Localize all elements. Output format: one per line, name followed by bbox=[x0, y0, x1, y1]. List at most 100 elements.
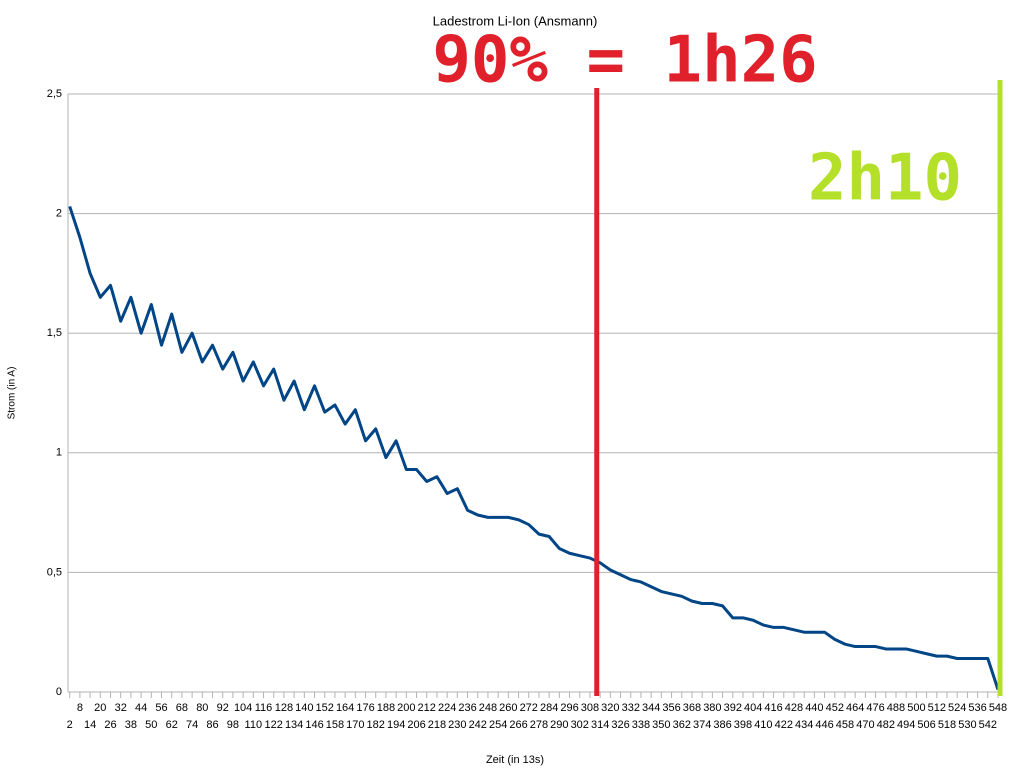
x-tick-label: 494 bbox=[897, 719, 915, 731]
x-tick-label: 380 bbox=[703, 702, 721, 714]
x-tick-label: 86 bbox=[206, 719, 218, 731]
x-tick-label: 398 bbox=[734, 719, 752, 731]
x-tick-label: 146 bbox=[305, 719, 323, 731]
x-tick-label: 422 bbox=[775, 719, 793, 731]
x-tick-label: 470 bbox=[856, 719, 874, 731]
x-tick-label: 44 bbox=[135, 702, 147, 714]
y-tick-label: 1 bbox=[56, 447, 62, 459]
x-tick-label: 212 bbox=[418, 702, 436, 714]
x-tick-label: 158 bbox=[326, 719, 344, 731]
x-tick-label: 518 bbox=[938, 719, 956, 731]
x-tick-label: 128 bbox=[275, 702, 293, 714]
x-tick-label: 152 bbox=[316, 702, 334, 714]
x-tick-label: 206 bbox=[407, 719, 425, 731]
x-tick-label: 344 bbox=[642, 702, 660, 714]
x-tick-label: 122 bbox=[265, 719, 283, 731]
x-tick-label: 314 bbox=[591, 719, 609, 731]
x-tick-label: 116 bbox=[255, 702, 273, 714]
x-tick-label: 230 bbox=[448, 719, 466, 731]
x-tick-label: 374 bbox=[693, 719, 711, 731]
x-tick-label: 512 bbox=[928, 702, 946, 714]
x-tick-label: 434 bbox=[795, 719, 813, 731]
x-tick-label: 26 bbox=[104, 719, 116, 731]
data-line bbox=[68, 205, 1000, 691]
x-tick-label: 182 bbox=[367, 719, 385, 731]
x-tick-label: 296 bbox=[560, 702, 578, 714]
x-tick-label: 488 bbox=[887, 702, 905, 714]
x-tick-label: 302 bbox=[571, 719, 589, 731]
x-tick-label: 500 bbox=[907, 702, 925, 714]
x-tick-label: 416 bbox=[764, 702, 782, 714]
x-tick-label: 356 bbox=[662, 702, 680, 714]
y-tick-label: 2 bbox=[56, 208, 62, 220]
x-tick-label: 164 bbox=[336, 702, 354, 714]
x-tick-label: 104 bbox=[234, 702, 252, 714]
x-tick-label: 248 bbox=[479, 702, 497, 714]
x-tick-label: 446 bbox=[815, 719, 833, 731]
x-tick-label: 254 bbox=[489, 719, 507, 731]
x-tick-label: 74 bbox=[186, 719, 198, 731]
y-tick-label: 2,5 bbox=[47, 88, 62, 100]
x-tick-label: 386 bbox=[713, 719, 731, 731]
x-tick-label: 92 bbox=[217, 702, 229, 714]
x-tick-label: 410 bbox=[754, 719, 772, 731]
x-tick-label: 362 bbox=[673, 719, 691, 731]
x-tick-label: 32 bbox=[115, 702, 127, 714]
x-tick-label: 404 bbox=[744, 702, 762, 714]
x-tick-label: 8 bbox=[77, 702, 83, 714]
x-tick-label: 524 bbox=[948, 702, 966, 714]
x-tick-label: 98 bbox=[227, 719, 239, 731]
x-tick-label: 134 bbox=[285, 719, 303, 731]
x-tick-label: 194 bbox=[387, 719, 405, 731]
x-tick-label: 176 bbox=[356, 702, 374, 714]
x-tick-label: 452 bbox=[826, 702, 844, 714]
x-tick-label: 428 bbox=[785, 702, 803, 714]
x-tick-label: 350 bbox=[652, 719, 670, 731]
x-tick-label: 110 bbox=[245, 719, 263, 731]
x-tick-label: 50 bbox=[145, 719, 157, 731]
x-tick-label: 284 bbox=[540, 702, 558, 714]
x-tick-label: 80 bbox=[196, 702, 208, 714]
x-tick-label: 140 bbox=[295, 702, 313, 714]
x-tick-label: 326 bbox=[611, 719, 629, 731]
y-axis-label: Strom (in A) bbox=[7, 367, 18, 420]
y-tick-label: 0 bbox=[56, 686, 62, 698]
x-tick-label: 548 bbox=[989, 702, 1007, 714]
x-tick-label: 218 bbox=[428, 719, 446, 731]
x-tick-label: 188 bbox=[377, 702, 395, 714]
x-tick-label: 278 bbox=[530, 719, 548, 731]
x-tick-label: 308 bbox=[581, 702, 599, 714]
x-tick-label: 62 bbox=[166, 719, 178, 731]
marker-label: 90% = 1h26 bbox=[432, 24, 817, 98]
x-tick-label: 482 bbox=[877, 719, 895, 731]
x-tick-label: 464 bbox=[846, 702, 864, 714]
x-tick-label: 224 bbox=[438, 702, 456, 714]
x-tick-label: 476 bbox=[866, 702, 884, 714]
x-tick-label: 536 bbox=[968, 702, 986, 714]
x-tick-label: 530 bbox=[958, 719, 976, 731]
x-tick-label: 56 bbox=[155, 702, 167, 714]
x-tick-label: 542 bbox=[979, 719, 997, 731]
x-tick-label: 506 bbox=[917, 719, 935, 731]
x-tick-label: 20 bbox=[94, 702, 106, 714]
x-axis-label: Zeit (in 13s) bbox=[486, 754, 544, 766]
marker-label: 2h10 bbox=[808, 142, 962, 216]
x-tick-label: 320 bbox=[601, 702, 619, 714]
x-tick-label: 266 bbox=[509, 719, 527, 731]
x-tick-label: 68 bbox=[176, 702, 188, 714]
x-tick-label: 38 bbox=[125, 719, 137, 731]
x-tick-label: 290 bbox=[550, 719, 568, 731]
x-tick-label: 368 bbox=[683, 702, 701, 714]
chart-title: Ladestrom Li-Ion (Ansmann) bbox=[433, 13, 598, 28]
x-tick-label: 2 bbox=[67, 719, 73, 731]
x-tick-label: 458 bbox=[836, 719, 854, 731]
x-tick-label: 272 bbox=[520, 702, 538, 714]
y-tick-label: 0,5 bbox=[47, 566, 62, 578]
x-tick-label: 170 bbox=[346, 719, 364, 731]
x-tick-label: 236 bbox=[458, 702, 476, 714]
x-tick-label: 440 bbox=[805, 702, 823, 714]
x-tick-label: 200 bbox=[397, 702, 415, 714]
x-tick-label: 392 bbox=[724, 702, 742, 714]
